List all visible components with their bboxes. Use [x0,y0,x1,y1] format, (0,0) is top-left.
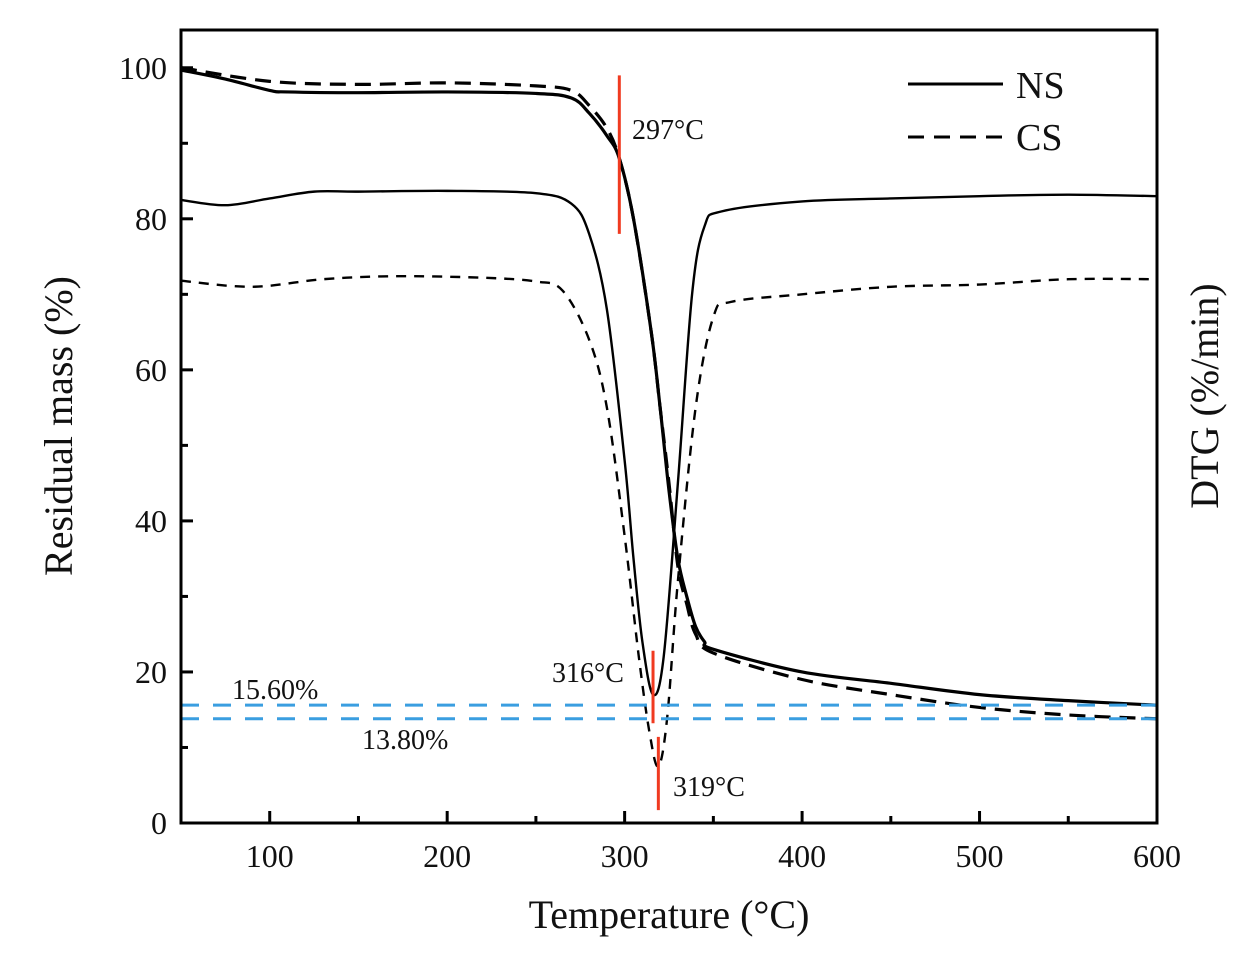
annotation-319: 319°C [673,772,745,803]
y-tick-label: 40 [135,503,167,539]
x-tick-label: 200 [423,838,471,874]
cs-dtg-curve [180,274,1158,768]
y-tick-label: 60 [135,352,167,388]
y-tick-label: 0 [151,805,167,841]
legend: NS CS [908,65,1065,159]
curves-layer [180,66,1158,768]
annotation-297: 297°C [632,115,704,146]
legend-label-ns: NS [1016,65,1065,107]
ticks-layer: 100 200 300 400 500 600 0 20 40 60 80 100 [119,50,1181,874]
y-axis-label: Residual mass (%) [36,276,81,576]
x-tick-label: 600 [1133,838,1181,874]
y-tick-label: 20 [135,654,167,690]
x-tick-label: 300 [601,838,649,874]
plot-frame [179,28,1159,825]
ns-tg-curve [180,68,1158,707]
y-tick-label: 100 [119,50,167,86]
markers-layer [181,75,1157,811]
ns-dtg-curve [180,189,1158,697]
x-tick-label: 500 [956,838,1004,874]
x-tick-label: 100 [246,838,294,874]
x-axis-label: Temperature (°C) [529,892,810,937]
annotation-13-80: 13.80% [362,725,448,756]
y2-axis-label: DTG (%/min) [1182,283,1227,509]
annotation-316: 316°C [552,658,624,689]
legend-label-cs: CS [1016,117,1062,159]
cs-tg-curve [180,66,1158,721]
annotation-15-60: 15.60% [232,675,318,706]
y-tick-label: 80 [135,201,167,237]
x-tick-label: 400 [778,838,826,874]
